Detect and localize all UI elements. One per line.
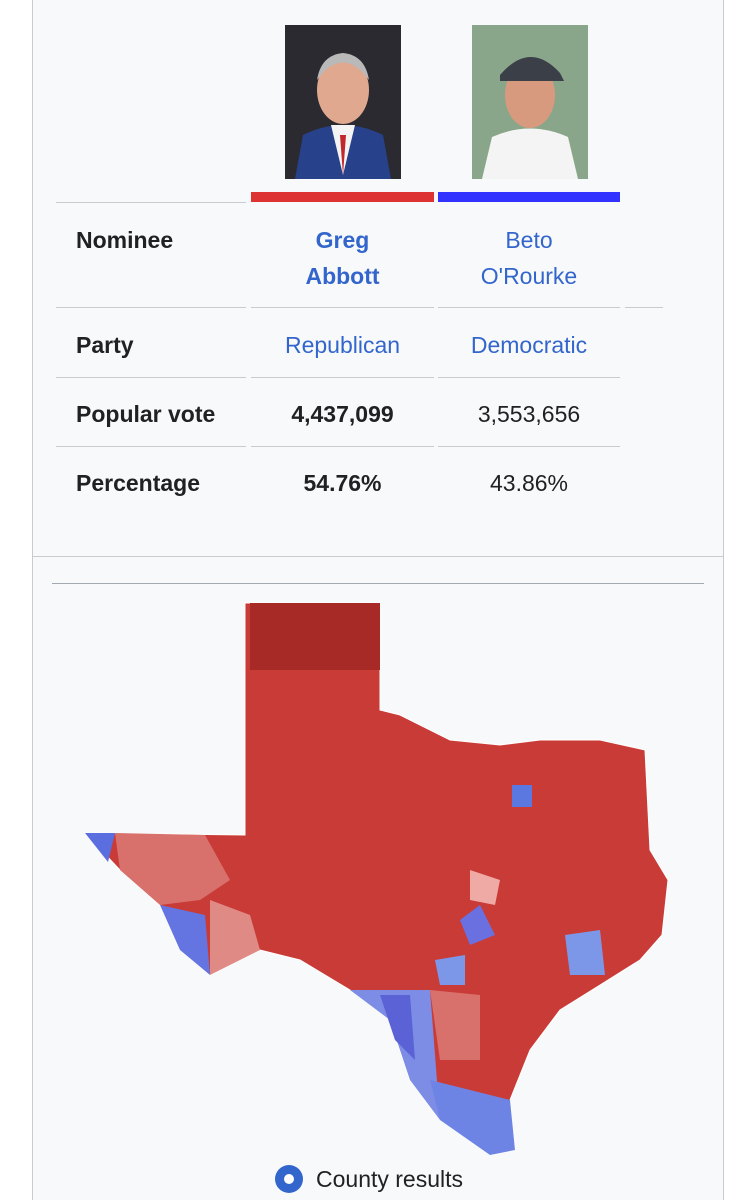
nominee-name[interactable]: Greg Abbott [305, 227, 380, 289]
map-legend: County results [274, 1164, 463, 1194]
row-label: Popular vote [76, 401, 216, 427]
party-name[interactable]: Democratic [470, 332, 588, 358]
candidate-photo [472, 25, 588, 179]
popular-vote: 4,437,099 [291, 401, 394, 427]
percentage: 54.76% [303, 470, 382, 496]
row-label: Nominee [76, 227, 174, 253]
party-color-bar [438, 192, 620, 202]
percentage: 43.86% [489, 470, 568, 496]
county-results-map [83, 602, 669, 1156]
candidate-photo [285, 25, 401, 179]
legend-radio[interactable] [274, 1164, 304, 1194]
row-label: Percentage [76, 470, 201, 496]
nominee-name[interactable]: Beto O'Rourke [480, 227, 578, 289]
popular-vote: 3,553,656 [477, 401, 581, 427]
row-label: Party [76, 332, 134, 358]
party-color-bar [251, 192, 434, 202]
party-name[interactable]: Republican [284, 332, 401, 358]
legend-text: County results [316, 1165, 464, 1192]
